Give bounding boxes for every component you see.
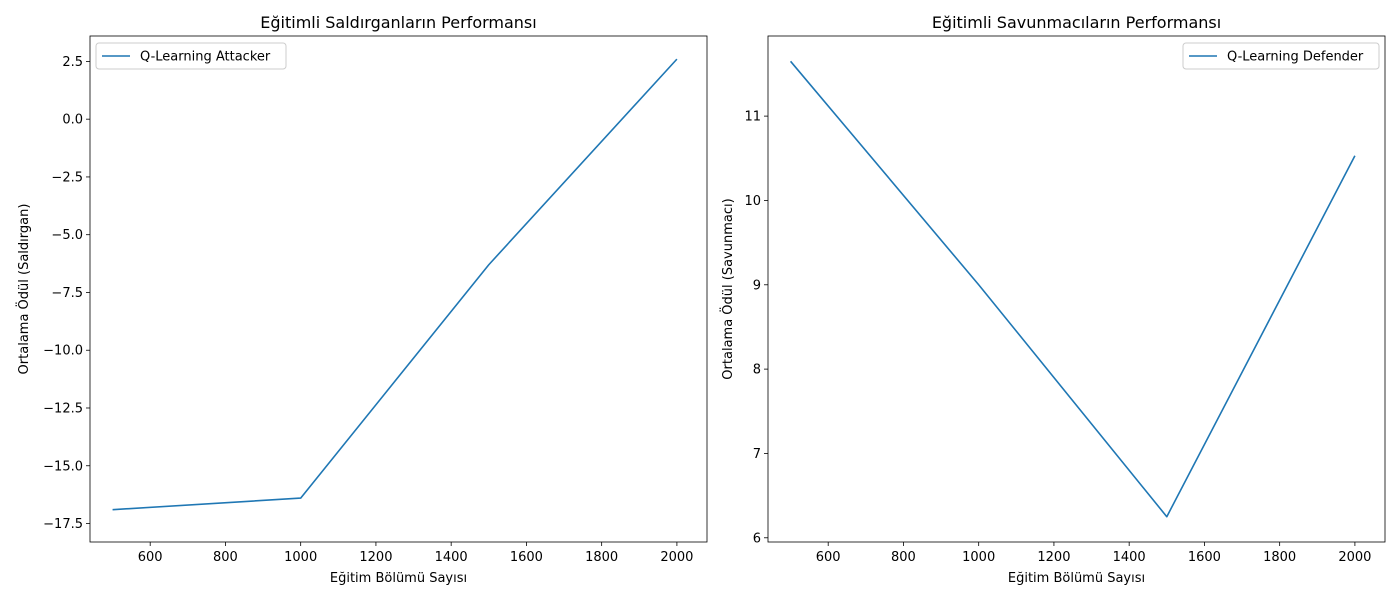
y-axis-label: Ortalama Ödül (Savunmacı)	[719, 198, 736, 379]
x-tick-label: 1800	[1263, 550, 1296, 565]
y-tick-label: −12.5	[43, 401, 83, 416]
x-tick-label: 1200	[359, 550, 392, 565]
legend-box	[95, 42, 287, 70]
chart-attacker: Eğitimli Saldırganların Performansı 600 80…	[15, 13, 708, 586]
y-tick-label: −10.0	[43, 344, 83, 359]
y-tick-label: 8	[753, 363, 761, 378]
y-tick-label: 6	[753, 531, 761, 546]
x-axis-label: Eğitim Bölümü Sayısı	[1008, 571, 1145, 586]
chart-title: Eğitimli Savunmacıların Performansı	[932, 13, 1221, 32]
x-tick-label: 800	[213, 550, 238, 565]
y-tick-label: 10	[744, 194, 761, 209]
y-axis-label: Ortalama Ödül (Saldırgan)	[15, 204, 32, 375]
y-tick-label: −2.5	[51, 170, 83, 185]
y-tick-label: 9	[753, 278, 761, 293]
legend: Q-Learning Attacker	[95, 42, 287, 70]
x-tick-label: 2000	[1338, 550, 1371, 565]
x-tick-label: 800	[891, 550, 916, 565]
series-line-0	[789, 60, 1356, 518]
x-tick-label: 600	[138, 550, 163, 565]
legend-label: Q-Learning Attacker	[140, 50, 271, 65]
x-tick-label: 2000	[660, 550, 693, 565]
y-tick-label: −17.5	[43, 517, 83, 532]
x-tick-label: 1600	[510, 550, 543, 565]
chart-defender: Eğitimli Savunmacıların Performansı 600 80…	[719, 13, 1386, 586]
x-tick-label: 1800	[585, 550, 618, 565]
x-tick-label: 1600	[1188, 550, 1221, 565]
x-tick-label: 600	[816, 550, 841, 565]
legend-box	[1182, 42, 1380, 70]
y-tick-label: 0.0	[62, 113, 83, 128]
legend-label: Q-Learning Defender	[1227, 50, 1364, 65]
y-tick-label: 2.5	[62, 55, 83, 70]
y-tick-label: 7	[753, 447, 761, 462]
legend: Q-Learning Defender	[1182, 42, 1380, 70]
x-tick-label: 1000	[284, 550, 317, 565]
x-tick-label: 1400	[435, 550, 468, 565]
plot-frame	[767, 35, 1386, 543]
chart-title: Eğitimli Saldırganların Performansı	[260, 13, 536, 32]
x-axis-label: Eğitim Bölümü Sayısı	[330, 571, 467, 586]
y-tick-label: −15.0	[43, 459, 83, 474]
x-tick-label: 1400	[1113, 550, 1146, 565]
y-tick-label: 11	[744, 110, 761, 125]
y-tick-label: −7.5	[51, 286, 83, 301]
x-tick-label: 1000	[962, 550, 995, 565]
x-tick-label: 1200	[1037, 550, 1070, 565]
plot-frame	[89, 35, 708, 543]
series-line-0	[112, 58, 678, 511]
y-tick-label: −5.0	[51, 228, 83, 243]
